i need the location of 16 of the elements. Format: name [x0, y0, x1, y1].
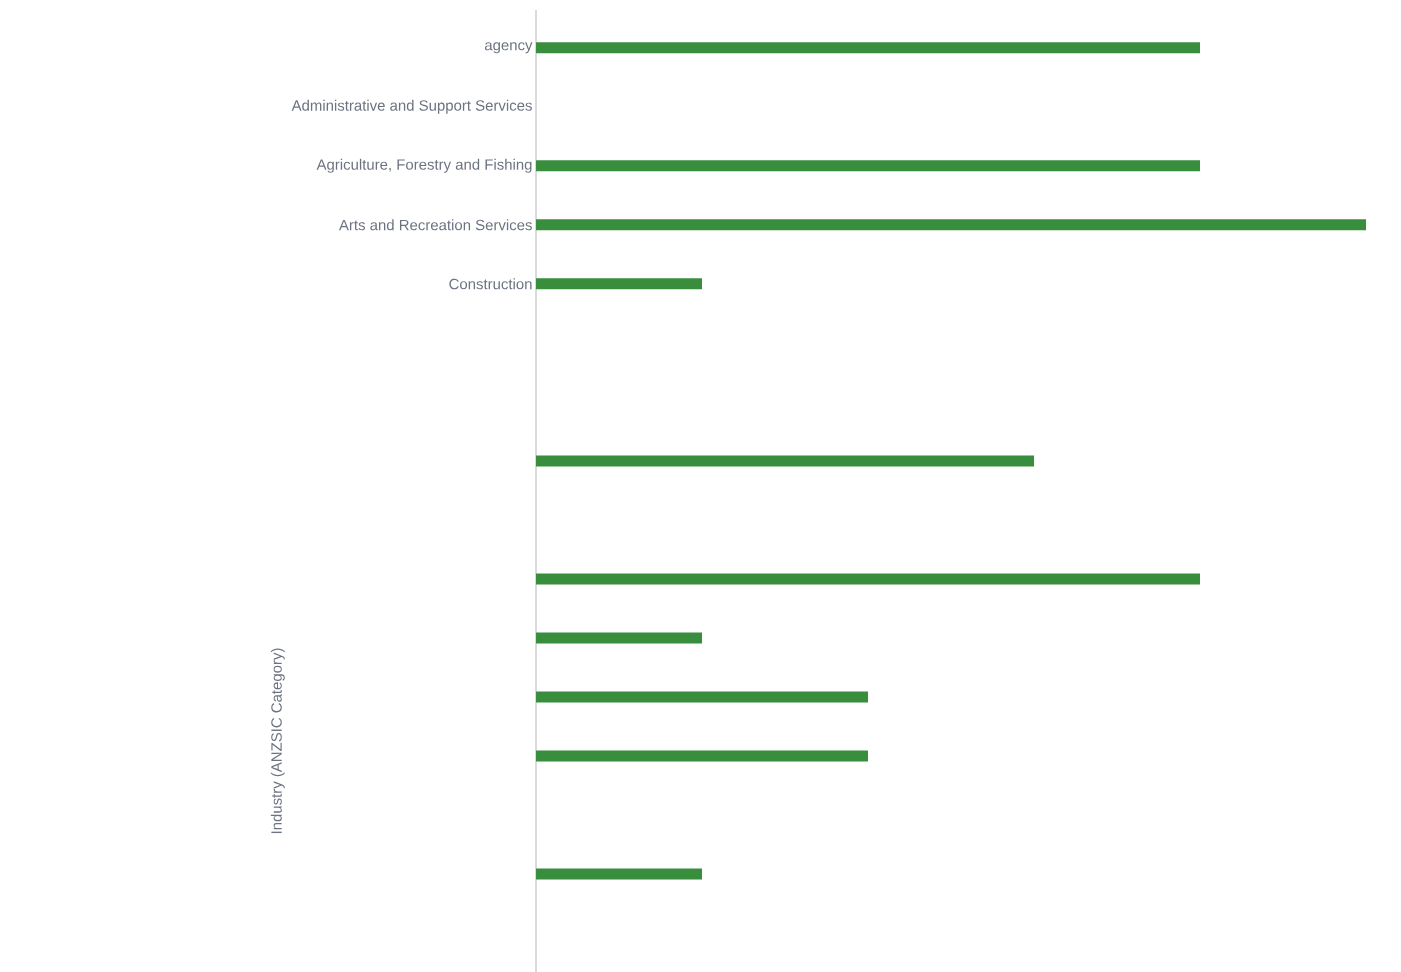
bar [536, 632, 703, 644]
y-tick-label: Construction [449, 278, 532, 290]
bar [536, 455, 1035, 467]
bar [536, 868, 703, 880]
y-tick-label: Agriculture, Forestry and Fishing [316, 158, 532, 173]
bar [536, 573, 1201, 585]
y-axis-title: Industry (ANZSIC Category) [270, 648, 285, 834]
bar [536, 750, 869, 762]
bar [536, 219, 1367, 231]
bar [536, 278, 703, 290]
y-tick-label: Arts and Recreation Services [338, 219, 532, 231]
bar [536, 691, 869, 703]
y-tick-label: agency [484, 42, 533, 54]
bar [536, 42, 1201, 54]
bar [536, 160, 1201, 172]
y-tick-label: Administrative and Support Services [291, 99, 532, 114]
